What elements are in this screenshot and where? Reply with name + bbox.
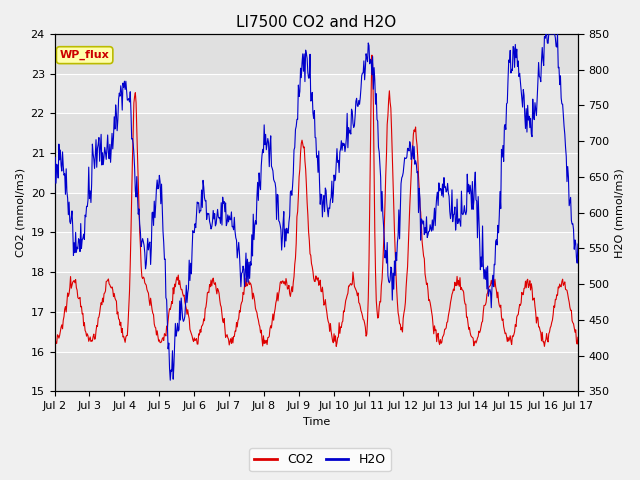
- Text: WP_flux: WP_flux: [60, 50, 109, 60]
- Legend: CO2, H2O: CO2, H2O: [250, 448, 390, 471]
- Title: LI7500 CO2 and H2O: LI7500 CO2 and H2O: [236, 15, 396, 30]
- Bar: [54, 193, 578, 232]
- Bar: [54, 34, 578, 73]
- X-axis label: Time: Time: [303, 417, 330, 427]
- Bar: [54, 272, 578, 312]
- Bar: [54, 352, 578, 391]
- Y-axis label: H2O (mmol/m3): H2O (mmol/m3): [615, 168, 625, 257]
- Y-axis label: CO2 (mmol/m3): CO2 (mmol/m3): [15, 168, 25, 257]
- Bar: [54, 113, 578, 153]
